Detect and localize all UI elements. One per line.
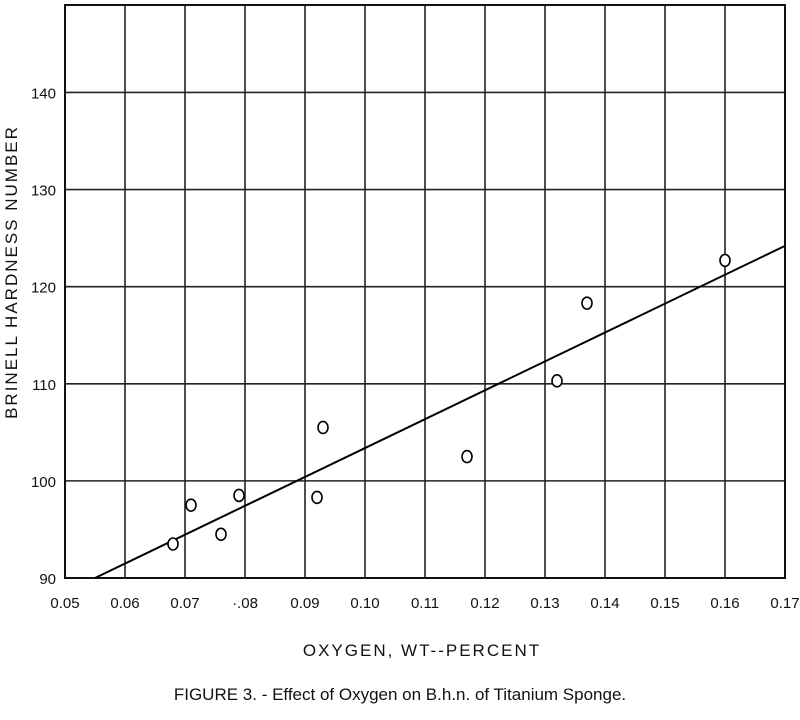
x-tick-label: 0.11 — [411, 595, 439, 612]
x-tick-label: 0.12 — [470, 595, 499, 612]
x-tick-label: 0.17 — [770, 595, 799, 612]
data-point — [215, 527, 227, 542]
x-tick-labels: 0.05 0.06 0.07 ·.08 0.09 0.10 0.11 0.12 0.13 0.14… — [50, 595, 799, 612]
data-point — [185, 498, 197, 512]
y-tick-label: 130 — [31, 183, 56, 200]
y-tick-label: 110 — [32, 377, 56, 394]
data-point — [317, 420, 329, 435]
x-tick-label: ·.08 — [232, 595, 258, 612]
data-point — [167, 537, 179, 551]
data-point — [719, 253, 731, 268]
data-point — [461, 449, 473, 464]
data-point — [581, 296, 593, 310]
trend-line — [94, 244, 786, 579]
x-tick-label: 0.05 — [50, 595, 79, 612]
data-point — [311, 490, 323, 505]
x-tick-label: 0.09 — [290, 595, 319, 612]
trend-line-group — [94, 244, 786, 579]
data-point — [233, 488, 245, 503]
data-point — [551, 374, 563, 388]
x-tick-label: 0.07 — [170, 595, 199, 612]
y-tick-label: 90 — [39, 571, 56, 588]
y-axis-label: BRINELL HARDNESS NUMBER — [2, 125, 21, 419]
data-points — [167, 253, 731, 551]
y-tick-label: 120 — [31, 280, 56, 297]
y-tick-label: 100 — [31, 474, 56, 491]
y-tick-label: 140 — [31, 85, 56, 102]
plot-frame — [64, 4, 786, 579]
y-tick-labels: 90 100 110 120 130 140 — [31, 85, 56, 588]
figure-caption: FIGURE 3. - Effect of Oxygen on B.h.n. o… — [174, 685, 626, 704]
x-tick-label: 0.15 — [650, 595, 679, 612]
grid — [64, 5, 786, 579]
x-tick-label: 0.13 — [530, 595, 559, 612]
x-tick-label: 0.06 — [110, 595, 139, 612]
x-tick-label: 0.14 — [590, 595, 619, 612]
x-tick-label: 0.10 — [350, 595, 379, 612]
x-axis-label: OXYGEN, WT--PERCENT — [303, 641, 541, 660]
x-tick-label: 0.16 — [710, 595, 739, 612]
